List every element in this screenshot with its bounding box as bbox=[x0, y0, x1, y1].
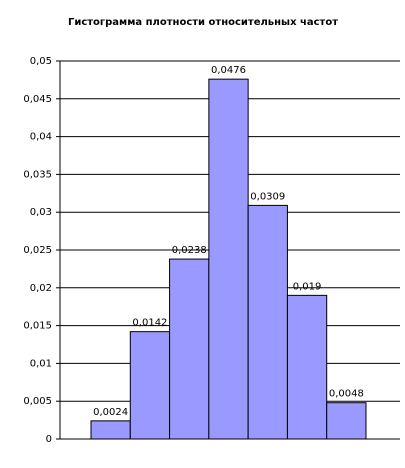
y-tick-label: 0,03 bbox=[30, 207, 52, 218]
value-label: 0,0142 bbox=[132, 318, 167, 329]
y-tick-label: 0,01 bbox=[30, 358, 52, 369]
bar bbox=[129, 331, 171, 440]
y-tick-label: 0,02 bbox=[30, 283, 52, 294]
bar bbox=[208, 78, 249, 440]
value-label: 0,0476 bbox=[211, 65, 246, 76]
chart-title: Гистограмма плотности относительных част… bbox=[68, 17, 338, 28]
bar bbox=[286, 294, 328, 440]
value-label: 0,0024 bbox=[93, 407, 128, 418]
y-tick-label: 0 bbox=[46, 434, 52, 445]
value-label: 0,0309 bbox=[250, 191, 285, 202]
value-label: 0,0238 bbox=[172, 245, 207, 256]
y-tick-label: 0,015 bbox=[23, 321, 52, 332]
bar bbox=[326, 402, 367, 440]
y-tick-label: 0,005 bbox=[23, 396, 52, 407]
bar bbox=[90, 420, 131, 440]
y-tick-label: 0,05 bbox=[30, 56, 52, 67]
bar bbox=[247, 204, 288, 440]
y-tick-label: 0,04 bbox=[30, 132, 52, 143]
y-tick-label: 0,045 bbox=[23, 94, 52, 105]
value-label: 0,019 bbox=[293, 281, 322, 292]
value-label: 0,0048 bbox=[329, 389, 364, 400]
bar bbox=[169, 258, 210, 440]
y-tick-label: 0,025 bbox=[23, 245, 52, 256]
y-tick-label: 0,035 bbox=[23, 169, 52, 180]
